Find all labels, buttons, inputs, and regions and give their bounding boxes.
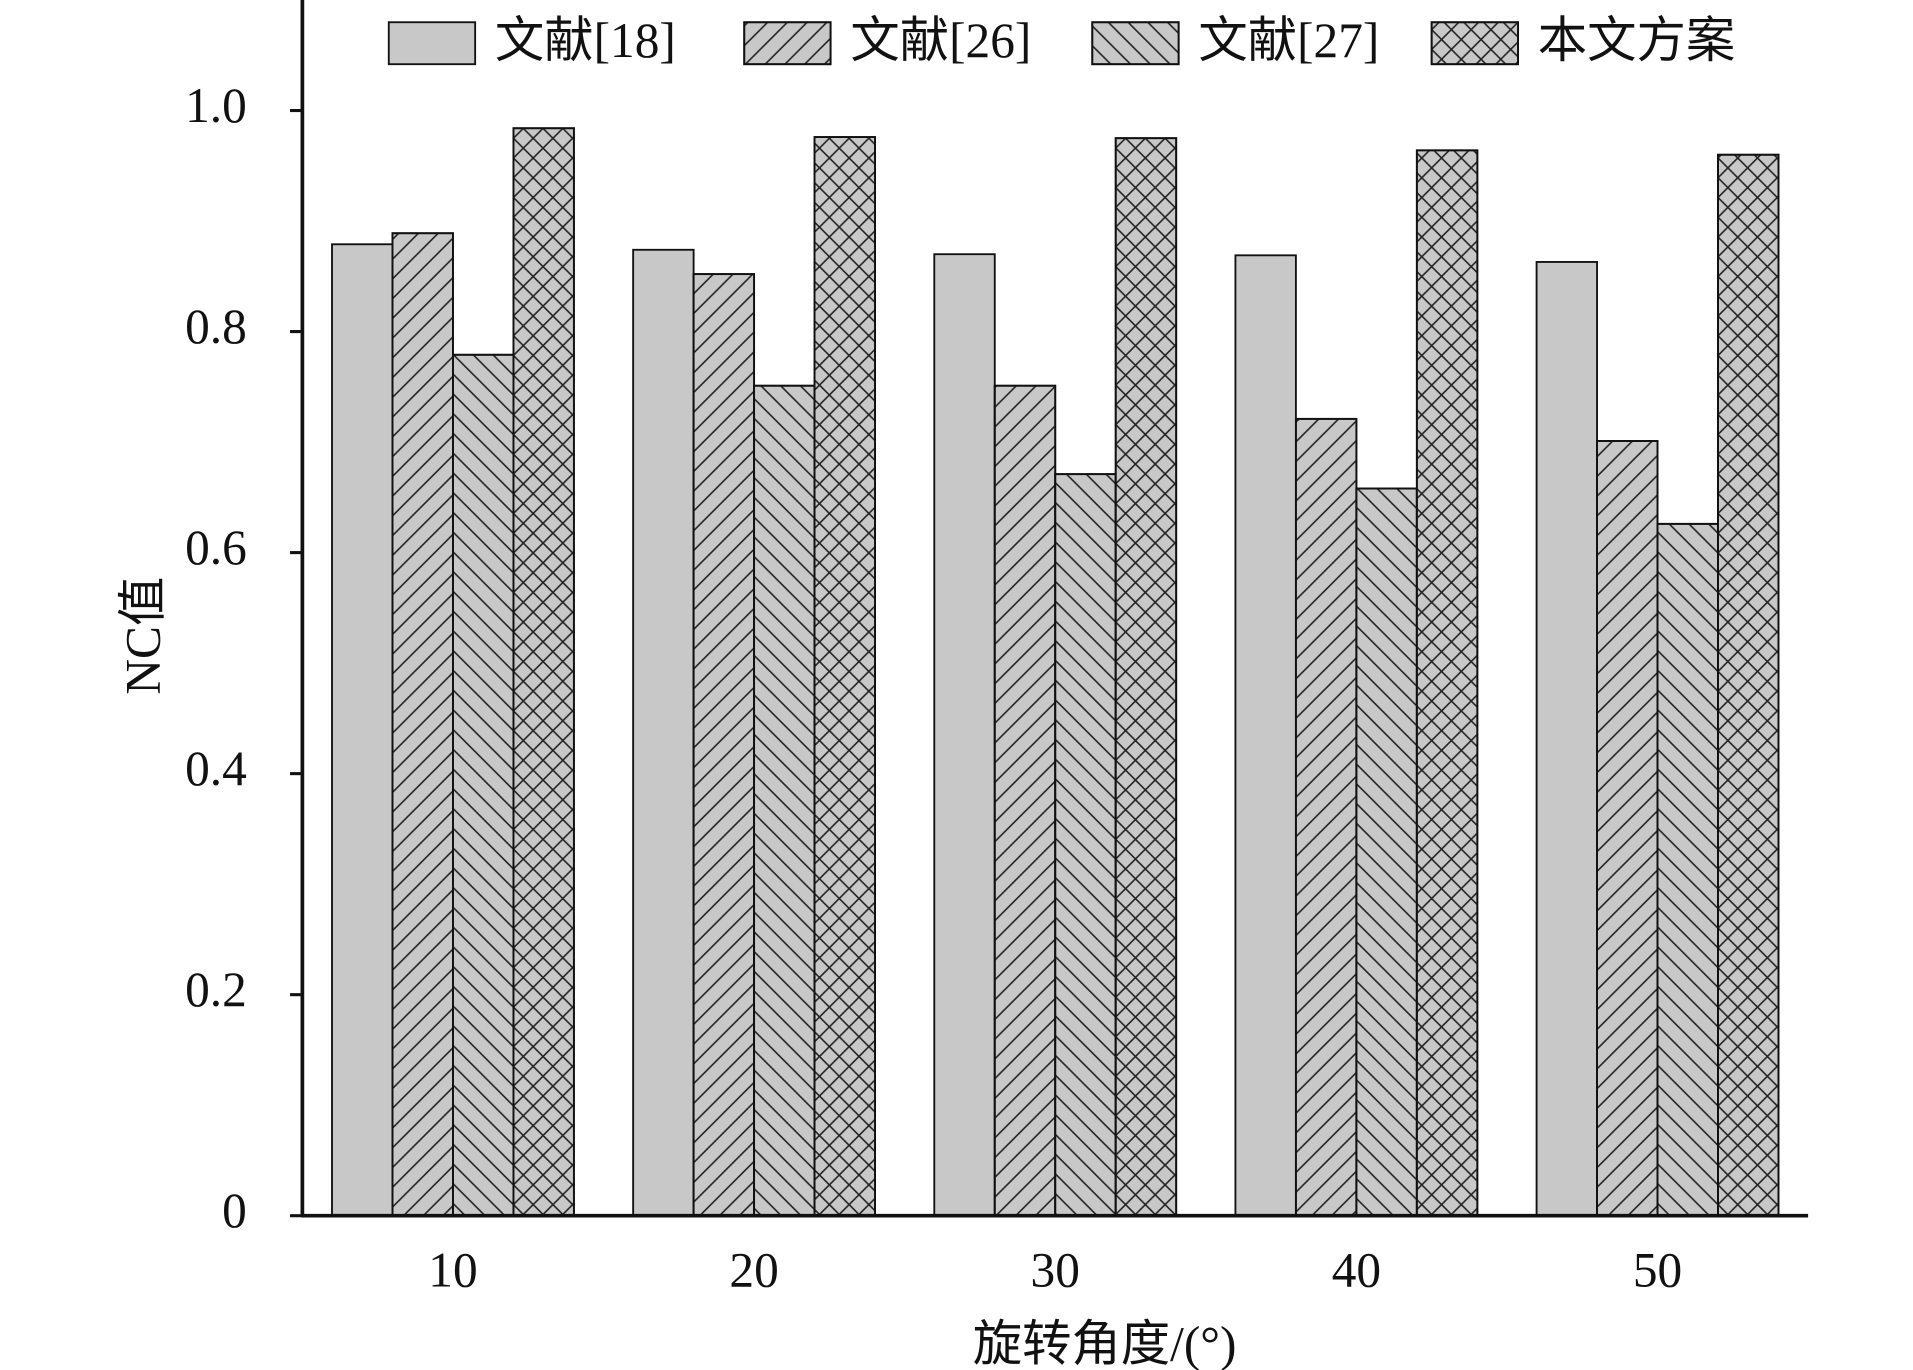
legend-label: 文献[26] [850, 13, 1031, 68]
y-tick-label: 1.0 [185, 78, 247, 133]
x-tick-label: 50 [1633, 1242, 1682, 1297]
x-tick-label: 30 [1031, 1242, 1080, 1297]
bar [1234, 254, 1297, 1217]
legend-swatch [387, 21, 477, 66]
bar-hatch [692, 273, 756, 1217]
x-axis-label: 旋转角度/(°) [973, 1316, 1237, 1370]
bar [632, 248, 695, 1217]
legend-swatch-hatch [1430, 21, 1519, 66]
bar-hatch [512, 127, 575, 1217]
y-tick-label: 0.4 [185, 741, 247, 796]
bar-hatch [1717, 153, 1780, 1217]
legend-swatch-hatch [1091, 21, 1180, 66]
legend-label: 本文方案 [1538, 13, 1735, 68]
bar-hatch [1114, 137, 1178, 1217]
legend-label: 文献[18] [495, 13, 676, 68]
y-tick-label: 0 [222, 1183, 247, 1238]
y-axis-label: NC值 [115, 577, 170, 695]
x-tick-label: 40 [1332, 1242, 1381, 1297]
legend-swatch-hatch [743, 21, 832, 66]
y-tick-label: 0.8 [185, 299, 247, 354]
y-tick-label: 0.6 [185, 520, 247, 575]
bar-hatch [1355, 487, 1418, 1217]
y-tick-label: 0.2 [185, 962, 247, 1017]
bar-hatch [993, 384, 1057, 1217]
bar [933, 253, 996, 1217]
legend-label: 文献[27] [1198, 13, 1379, 68]
x-tick-label: 20 [729, 1242, 778, 1297]
bar-hatch [1596, 440, 1659, 1217]
bar-hatch [813, 136, 876, 1217]
bar [1535, 261, 1598, 1217]
bar-hatch [1656, 522, 1719, 1217]
bar-hatch [1294, 417, 1358, 1217]
bar [331, 243, 394, 1217]
bar-hatch [391, 232, 454, 1217]
x-tick-label: 10 [428, 1242, 477, 1297]
bar-hatch [1415, 149, 1479, 1217]
bar-hatch [753, 384, 816, 1217]
bar-hatch [1054, 473, 1117, 1217]
bar-hatch [452, 353, 515, 1217]
